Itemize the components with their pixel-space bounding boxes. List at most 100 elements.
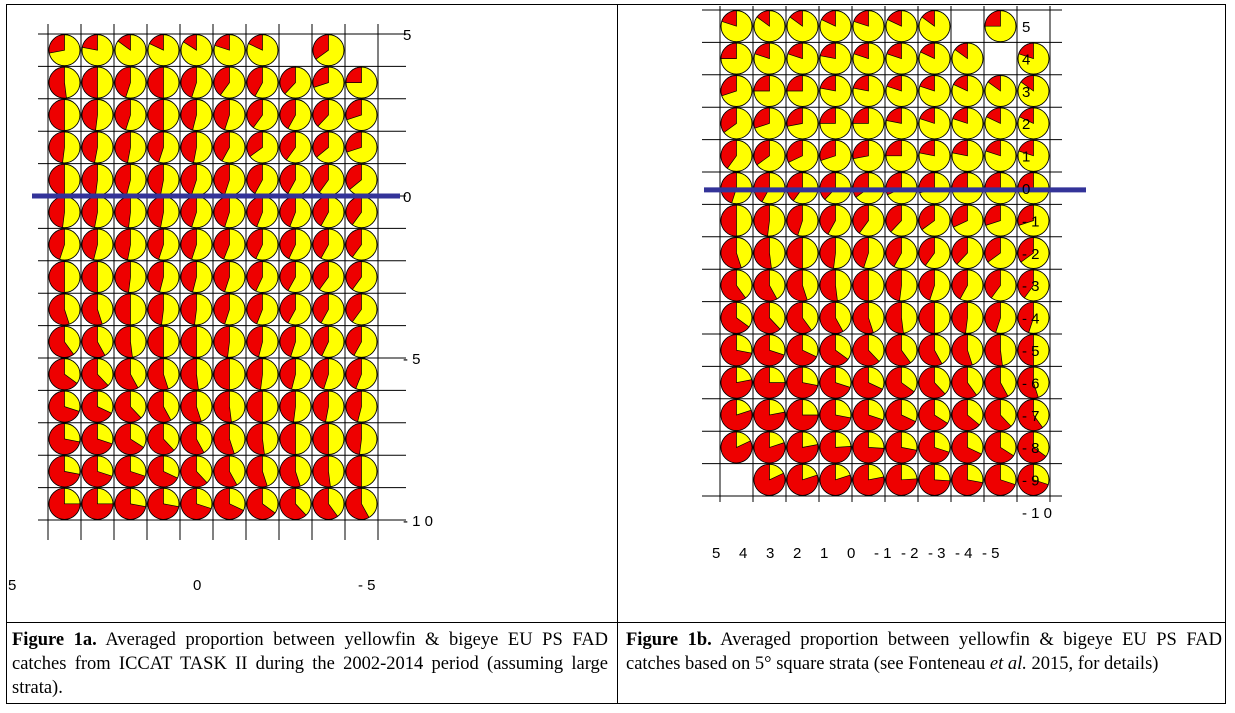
pie-bigeye-wedge: [720, 431, 753, 464]
pie-bigeye-wedge: [345, 99, 362, 121]
lon-tick-label: 4: [739, 545, 747, 562]
pie-bigeye-wedge: [819, 237, 836, 269]
pie-bigeye-wedge: [114, 423, 145, 455]
pie-bigeye-wedge: [117, 34, 131, 51]
pie-bigeye-wedge: [48, 66, 67, 99]
pie-bigeye-wedge: [114, 325, 133, 358]
figure-1b-label: Figure 1b.: [626, 630, 712, 650]
pie-bigeye-wedge: [819, 366, 851, 399]
pie-bigeye-wedge: [987, 75, 1001, 92]
pie-bigeye-wedge: [1017, 204, 1034, 226]
pie-bigeye-wedge: [919, 107, 935, 124]
pie-bigeye-wedge: [81, 358, 109, 391]
pie-bigeye-wedge: [753, 237, 772, 269]
pie-bigeye-wedge: [819, 75, 836, 92]
pie-bigeye-wedge: [1020, 75, 1034, 92]
pie-bigeye-wedge: [885, 139, 902, 157]
pie-bigeye-wedge: [279, 390, 296, 423]
pie-bigeye-wedge: [48, 293, 70, 326]
pie-bigeye-wedge: [885, 334, 912, 367]
pie-bigeye-wedge: [819, 139, 836, 162]
lat-tick-label: - 2: [1022, 246, 1040, 263]
pie-bigeye-wedge: [753, 269, 778, 302]
pie-bigeye-wedge: [279, 131, 296, 161]
pie-bigeye-wedge: [182, 34, 197, 51]
pie-bigeye-wedge: [114, 487, 147, 520]
pie-bigeye-wedge: [345, 293, 362, 323]
pie-bigeye-wedge: [789, 10, 803, 27]
pie-bigeye-wedge: [213, 131, 230, 162]
pie-bigeye-wedge: [345, 325, 362, 356]
pie-bigeye-wedge: [246, 228, 263, 260]
pie-bigeye-wedge: [213, 390, 232, 423]
lat-tick-label: 3: [1022, 84, 1030, 101]
pie-bigeye-wedge: [312, 455, 331, 488]
pie-bigeye-wedge: [720, 75, 737, 97]
pie-bigeye-wedge: [312, 261, 329, 291]
pie-bigeye-wedge: [885, 237, 902, 268]
pie-bigeye-wedge: [1018, 42, 1034, 60]
pie-bigeye-wedge: [180, 325, 197, 358]
pie-bigeye-wedge: [1017, 334, 1034, 367]
pie-bigeye-wedge: [786, 301, 813, 334]
pie-bigeye-wedge: [48, 423, 81, 455]
lat-tick-label: 0: [403, 189, 411, 206]
pie-bigeye-wedge: [951, 204, 968, 228]
pie-bigeye-wedge: [852, 139, 869, 160]
pie-bigeye-wedge: [213, 66, 230, 96]
pie-bigeye-wedge: [721, 10, 737, 27]
pie-bigeye-wedge: [147, 131, 164, 163]
lon-tick-label: - 2: [901, 545, 919, 562]
pie-bigeye-wedge: [952, 107, 968, 124]
pie-bigeye-wedge: [81, 325, 106, 358]
lon-tick-label: 1: [820, 545, 828, 562]
pie-bigeye-wedge: [819, 269, 838, 302]
pie-bigeye-wedge: [819, 399, 852, 431]
pie-bigeye-wedge: [753, 366, 786, 399]
pie-bigeye-wedge: [852, 431, 885, 464]
lon-tick-label: - 5: [982, 545, 1000, 562]
lat-tick-label: 5: [1022, 19, 1030, 36]
pie-bigeye-wedge: [852, 237, 869, 269]
pie-bigeye-wedge: [951, 139, 968, 157]
pie-bigeye-wedge: [984, 366, 1009, 399]
lon-tick-label: 5: [712, 545, 720, 562]
pie-bigeye-wedge: [887, 10, 902, 27]
pie-bigeye-wedge: [147, 99, 164, 131]
pie-bigeye-wedge: [756, 10, 770, 27]
pie-bigeye-wedge: [81, 423, 113, 455]
pie-bigeye-wedge: [246, 293, 263, 325]
pie-bigeye-wedge: [114, 455, 146, 488]
pie-bigeye-wedge: [213, 163, 230, 195]
pie-bigeye-wedge: [279, 325, 296, 357]
pie-bigeye-wedge: [213, 423, 235, 455]
pie-bigeye-wedge: [81, 390, 112, 423]
pie-bigeye-wedge: [246, 487, 276, 520]
pie-bigeye-wedge: [114, 390, 142, 423]
pie-bigeye-wedge: [984, 431, 1015, 464]
lat-tick-label: 5: [403, 27, 411, 44]
lat-tick-label: - 1 0: [1022, 505, 1052, 522]
lon-tick-label: 2: [793, 545, 801, 562]
pie-bigeye-wedge: [720, 269, 747, 302]
pie-bigeye-wedge: [819, 172, 836, 200]
figure-1b-caption-italic: et al.: [989, 654, 1027, 674]
pie-bigeye-wedge: [114, 99, 131, 131]
pie-bigeye-wedge: [312, 131, 329, 158]
pie-bigeye-wedge: [81, 228, 98, 261]
pie-bigeye-wedge: [246, 163, 263, 194]
pie-bigeye-wedge: [279, 487, 307, 520]
pie-bigeye-wedge: [852, 463, 885, 496]
lat-tick-label: 1: [1022, 149, 1030, 166]
pie-bigeye-wedge: [213, 293, 230, 325]
pie-bigeye-wedge: [213, 99, 230, 131]
pie-bigeye-wedge: [852, 269, 869, 302]
figure-1b-caption: Figure 1b. Averaged proportion between y…: [626, 628, 1222, 676]
pie-bigeye-wedge: [81, 131, 98, 164]
pie-bigeye-wedge: [984, 237, 1001, 263]
pie-bigeye-wedge: [819, 107, 836, 124]
pie-bigeye-wedge: [180, 293, 197, 326]
pie-bigeye-wedge: [248, 34, 263, 51]
figure-1b-caption-text-1: Averaged proportion between yellowfin & …: [626, 630, 1222, 674]
pie-bigeye-wedge: [951, 237, 968, 265]
